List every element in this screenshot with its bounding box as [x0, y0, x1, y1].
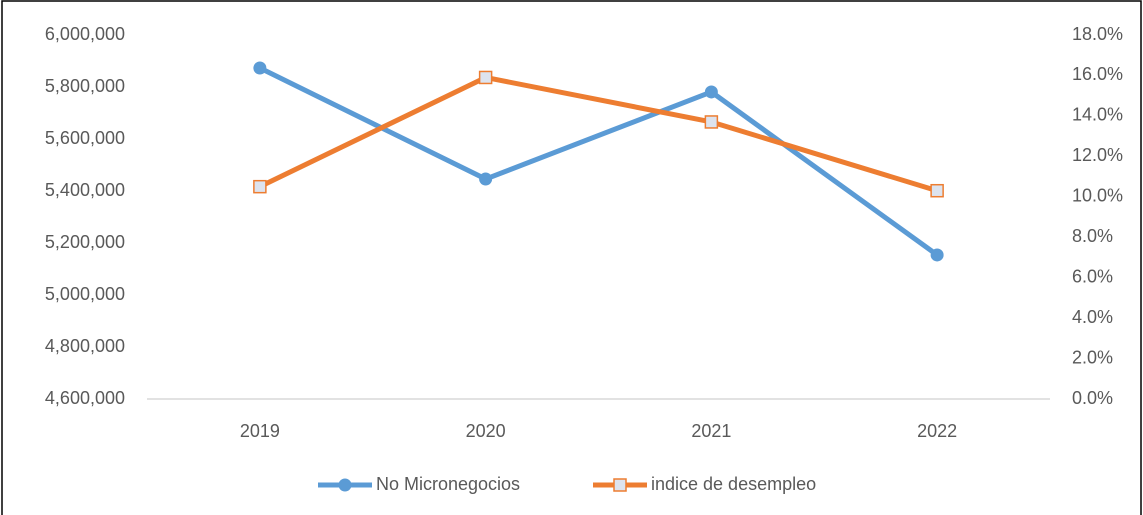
- marker: [930, 183, 944, 198]
- marker: [704, 115, 719, 129]
- x-tick-label: 2021: [691, 421, 731, 441]
- marker: [253, 179, 267, 194]
- y2-tick-label: 10.0%: [1072, 186, 1123, 206]
- legend-marker: [338, 478, 352, 492]
- x-tick-label: 2022: [917, 421, 957, 441]
- y2-tick-label: 8.0%: [1072, 226, 1113, 246]
- y-tick-label: 6,000,000: [45, 24, 125, 44]
- marker: [253, 61, 267, 75]
- series-line: [257, 65, 940, 258]
- y2-tick-label: 18.0%: [1072, 24, 1123, 44]
- series-line: [257, 74, 940, 194]
- y-tick-label: 5,200,000: [45, 232, 125, 252]
- y-tick-label: 5,400,000: [45, 180, 125, 200]
- y-tick-label: 5,600,000: [45, 128, 125, 148]
- y2-tick-label: 0.0%: [1072, 388, 1113, 408]
- y2-tick-label: 2.0%: [1072, 347, 1113, 367]
- y-tick-label: 5,800,000: [45, 76, 125, 96]
- y2-tick-label: 16.0%: [1072, 64, 1123, 84]
- y2-tick-label: 6.0%: [1072, 266, 1113, 286]
- y-tick-label: 5,000,000: [45, 284, 125, 304]
- legend-label: No Micronegocios: [376, 474, 520, 494]
- y2-tick-label: 4.0%: [1072, 307, 1113, 327]
- marker: [479, 172, 493, 186]
- x-tick-label: 2020: [466, 421, 506, 441]
- y-tick-label: 4,600,000: [45, 388, 125, 408]
- legend-marker: [613, 478, 627, 492]
- y2-tick-label: 12.0%: [1072, 145, 1123, 165]
- y2-tick-label: 14.0%: [1072, 105, 1123, 125]
- marker: [930, 248, 944, 262]
- x-tick-label: 2019: [240, 421, 280, 441]
- marker: [704, 85, 718, 99]
- y-tick-label: 4,800,000: [45, 336, 125, 356]
- marker: [478, 70, 493, 85]
- legend-label: indice de desempleo: [651, 474, 816, 494]
